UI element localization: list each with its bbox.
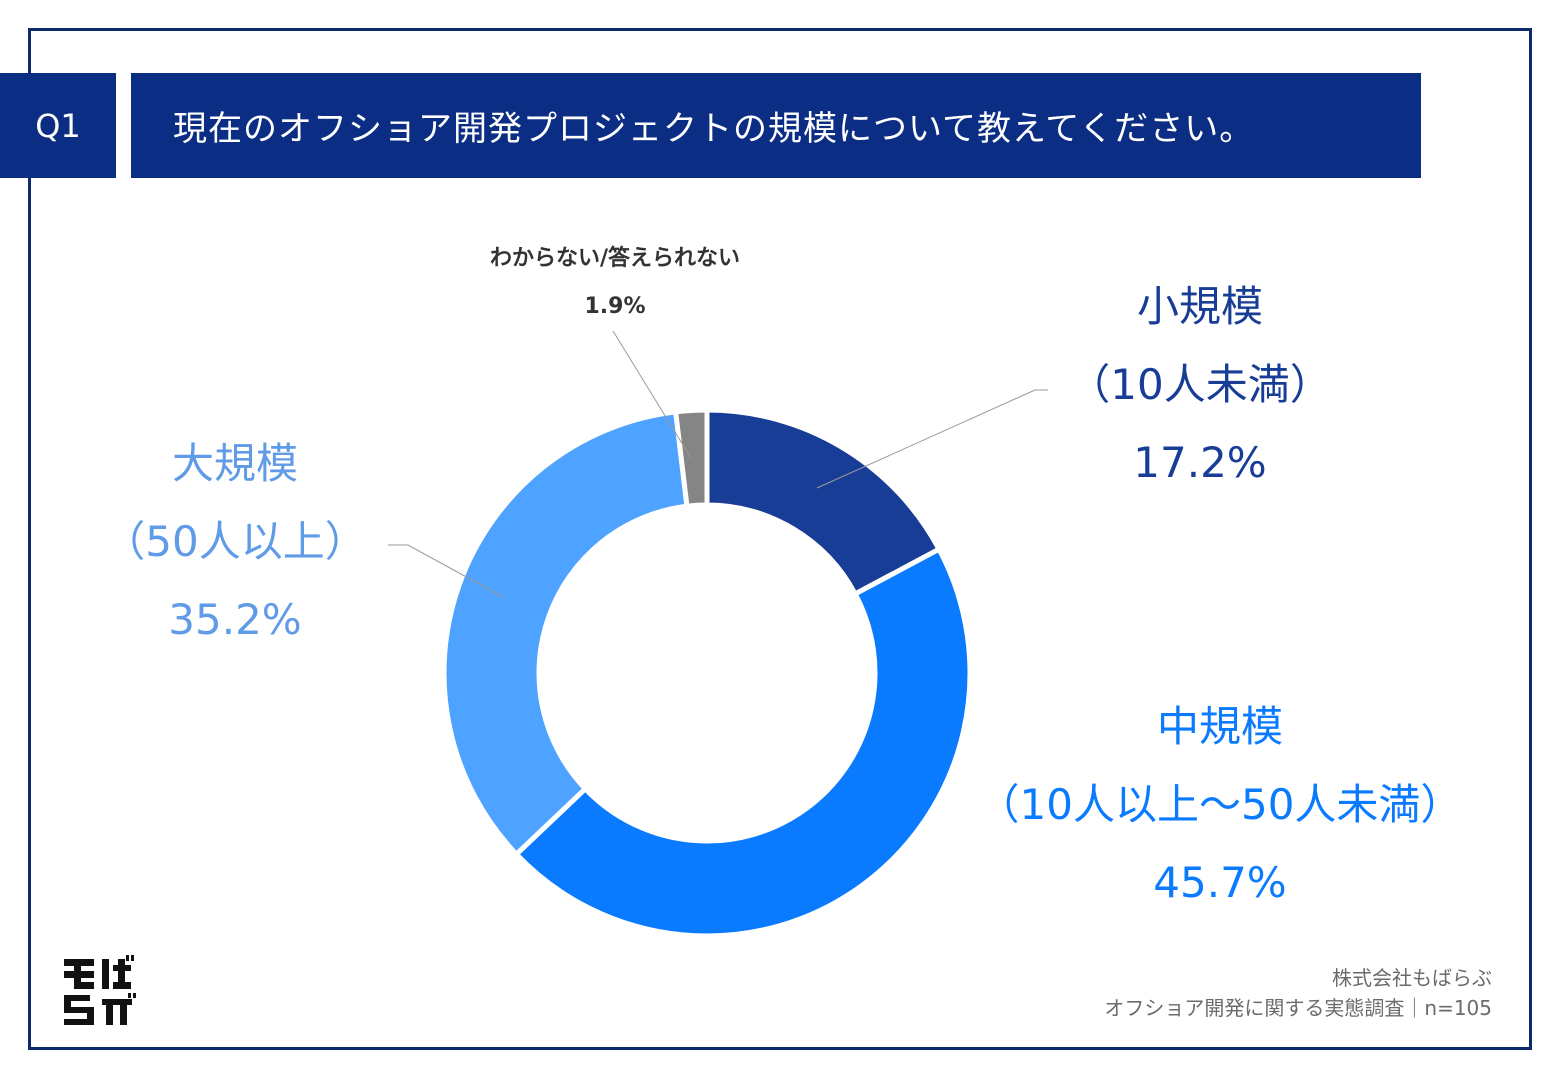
source-note: 株式会社もばらぶ オフショア開発に関する実態調査｜n=105 — [1104, 963, 1492, 1023]
question-number-badge: Q1 — [0, 73, 116, 178]
donut-slice-medium — [512, 545, 973, 939]
label-medium-percent: 45.7% — [1153, 858, 1287, 907]
figure-frame — [28, 28, 1532, 1050]
donut-slice-unknown — [672, 407, 710, 509]
label-small-percent: 17.2% — [1133, 438, 1267, 487]
label-large-percent: 35.2% — [168, 595, 302, 644]
label-large-sub: （50人以上） — [103, 517, 367, 566]
source-company: 株式会社もばらぶ — [1332, 966, 1492, 990]
label-medium-name: 中規模 — [1156, 702, 1283, 751]
donut-slice-large — [441, 409, 690, 858]
label-small-sub: （10人未満） — [1068, 360, 1332, 409]
source-survey: オフショア開発に関する実態調査｜n=105 — [1104, 996, 1492, 1020]
label-large-name: 大規模 — [171, 439, 298, 488]
leader-line-small — [816, 389, 1048, 489]
label-unknown: わからない/答えられない 1.9% — [430, 240, 800, 319]
label-medium: 中規模 （10人以上〜50人未満） 45.7% — [970, 706, 1470, 904]
leader-line-large — [388, 544, 504, 598]
label-medium-sub: （10人以上〜50人未満） — [977, 780, 1463, 829]
question-title: 現在のオフショア開発プロジェクトの規模について教えてください。 — [131, 73, 1421, 178]
leader-line-unknown — [612, 330, 692, 459]
mobarabu-logo-icon — [62, 955, 136, 1027]
donut-slice-small — [704, 407, 943, 598]
label-unknown-name: わからない/答えられない — [489, 246, 741, 271]
label-unknown-percent: 1.9% — [584, 294, 646, 319]
label-small: 小規模 （10人未満） 17.2% — [1060, 286, 1340, 484]
label-large: 大規模 （50人以上） 35.2% — [100, 443, 370, 641]
label-small-name: 小規模 — [1136, 282, 1263, 331]
